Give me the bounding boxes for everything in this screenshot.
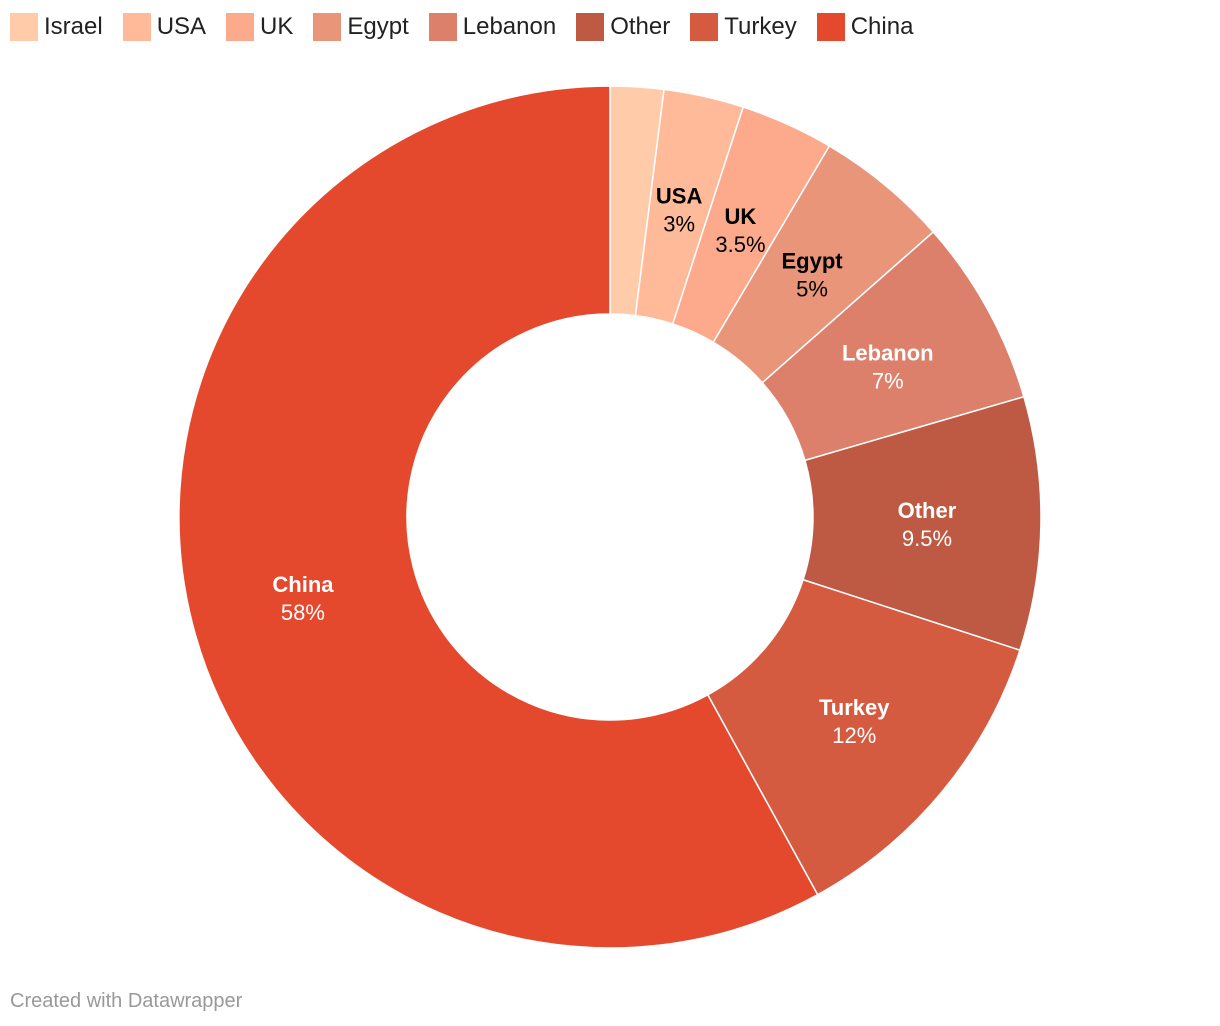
legend-swatch — [313, 13, 342, 41]
legend-label: UK — [260, 13, 294, 40]
slice-label-turkey: Turkey 12% — [819, 695, 890, 748]
slice-label-value: 9.5% — [902, 526, 952, 551]
slice-label-value: 3.5% — [715, 232, 765, 257]
legend-item-israel: Israel — [10, 13, 103, 41]
legend-label: Lebanon — [462, 13, 557, 40]
slice-label-value: 7% — [872, 368, 904, 393]
legend-item-uk: UK — [226, 13, 293, 41]
slice-label-other: Other 9.5% — [898, 498, 957, 551]
slice-label-value: 12% — [832, 723, 876, 748]
slice-label-value: 5% — [796, 277, 828, 302]
slice-label-egypt: Egypt 5% — [782, 249, 844, 302]
legend-item-china: China — [816, 13, 914, 41]
legend: Israel USA UK Egypt Lebanon Other Turkey China — [10, 10, 933, 44]
legend-swatch — [226, 13, 255, 41]
legend-label: Egypt — [347, 13, 409, 40]
slice-label-value: 58% — [281, 600, 325, 625]
slice-label-name: USA — [656, 184, 703, 209]
slice-label-name: UK — [725, 204, 757, 229]
legend-item-other: Other — [576, 13, 670, 41]
legend-item-lebanon: Lebanon — [428, 13, 557, 41]
legend-item-usa: USA — [122, 13, 207, 41]
slice-label-name: Lebanon — [842, 340, 934, 365]
slice-china — [178, 85, 819, 949]
legend-swatch — [816, 13, 845, 41]
credit-text: Created with Datawrapper — [10, 990, 243, 1012]
legend-swatch — [428, 13, 457, 41]
slice-turkey — [706, 578, 1021, 896]
slice-label-name: Egypt — [782, 249, 844, 274]
legend-label: China — [850, 13, 914, 40]
legend-swatch — [10, 13, 38, 41]
slice-label-name: Turkey — [819, 695, 890, 720]
legend-item-egypt: Egypt — [313, 13, 409, 41]
slice-label-name: Other — [898, 498, 957, 523]
legend-swatch — [122, 13, 151, 41]
legend-label: Turkey — [724, 13, 797, 40]
slice-label-china: China 58% — [272, 572, 334, 625]
slice-label-value: 3% — [663, 212, 695, 237]
legend-swatch — [576, 13, 605, 41]
legend-item-turkey: Turkey — [690, 13, 797, 41]
legend-label: Israel — [44, 13, 103, 40]
slice-label-uk: UK 3.5% — [715, 204, 765, 257]
slice-label-lebanon: Lebanon 7% — [842, 340, 934, 393]
slice-label-name: China — [272, 572, 334, 597]
legend-swatch — [690, 13, 719, 41]
slice-label-usa: USA 3% — [656, 184, 703, 237]
legend-label: USA — [156, 13, 207, 40]
legend-label: Other — [610, 13, 671, 40]
